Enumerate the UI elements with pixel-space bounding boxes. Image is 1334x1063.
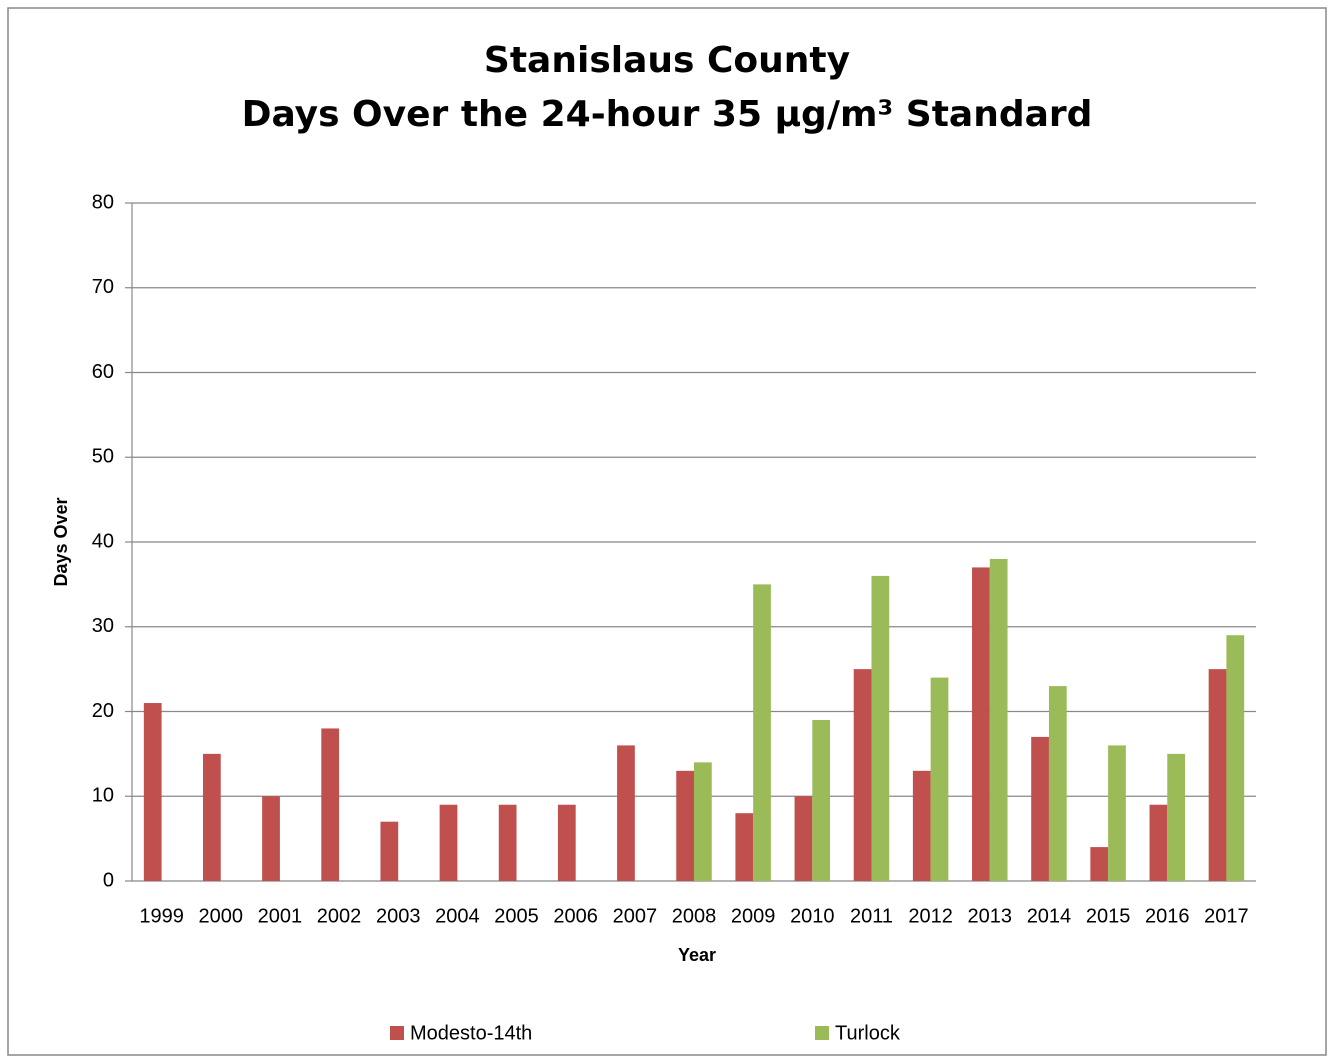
x-tick-label: 2004 <box>435 905 480 927</box>
bar <box>557 804 576 881</box>
bar <box>735 813 754 881</box>
x-tick-label: 2005 <box>494 905 539 927</box>
chart-title: Stanislaus County <box>484 40 850 81</box>
bar <box>694 762 712 881</box>
x-tick-label: 2009 <box>731 905 776 927</box>
y-tick-label: 30 <box>92 615 114 637</box>
legend-label: Modesto-14th <box>410 1022 532 1044</box>
bar <box>202 753 221 881</box>
x-tick-label: 2015 <box>1086 905 1131 927</box>
bar <box>1167 753 1186 881</box>
x-tick-label: 2010 <box>790 905 835 927</box>
chart-title: Days Over the 24-hour 35 µg/m³ Standard <box>242 94 1093 135</box>
x-tick-label: 2012 <box>908 905 953 927</box>
y-tick-label: 0 <box>103 869 114 891</box>
x-tick-label: 2002 <box>317 905 362 927</box>
bar <box>812 719 831 881</box>
y-tick-label: 60 <box>92 361 114 383</box>
bar <box>1108 745 1126 881</box>
x-tick-label: 2017 <box>1204 905 1249 927</box>
bar <box>989 558 1008 881</box>
bar <box>1090 847 1109 881</box>
bar <box>676 770 694 881</box>
y-axis-title: Days Over <box>51 497 71 586</box>
legend-label: Turlock <box>835 1022 901 1044</box>
bar <box>380 821 399 881</box>
x-tick-label: 2003 <box>376 905 421 927</box>
bar <box>1031 736 1049 881</box>
bar <box>617 745 635 881</box>
bar <box>871 575 890 881</box>
bar <box>794 796 813 881</box>
bar <box>262 796 280 881</box>
bar <box>930 677 949 881</box>
x-tick-label: 2006 <box>553 905 598 927</box>
bar <box>1208 669 1227 881</box>
x-tick-label: 2011 <box>850 905 893 927</box>
bar <box>1048 686 1067 881</box>
bar <box>753 584 771 881</box>
bar <box>912 770 931 881</box>
y-tick-label: 40 <box>92 530 114 552</box>
bar <box>853 669 872 881</box>
x-tick-label: 2008 <box>672 905 717 927</box>
y-tick-label: 50 <box>92 446 114 468</box>
bar <box>1149 804 1168 881</box>
bar <box>143 703 162 881</box>
bar <box>439 804 458 881</box>
y-tick-label: 80 <box>92 191 114 213</box>
y-tick-label: 10 <box>92 785 114 807</box>
y-tick-label: 20 <box>92 700 114 722</box>
x-tick-label: 2013 <box>968 905 1013 927</box>
bar <box>972 567 990 881</box>
bar <box>321 728 340 881</box>
chart-frame <box>7 7 1327 1056</box>
x-tick-label: 2016 <box>1145 905 1190 927</box>
bar <box>498 804 517 881</box>
x-axis-title: Year <box>678 945 716 965</box>
x-tick-label: 2014 <box>1027 905 1072 927</box>
legend-marker <box>815 1026 829 1040</box>
y-tick-label: 70 <box>92 276 114 298</box>
x-tick-label: 2001 <box>258 905 303 927</box>
x-tick-label: 1999 <box>139 905 184 927</box>
x-tick-label: 2000 <box>198 905 243 927</box>
bar <box>1226 635 1245 881</box>
x-tick-label: 2007 <box>613 905 658 927</box>
legend-marker <box>390 1026 404 1040</box>
